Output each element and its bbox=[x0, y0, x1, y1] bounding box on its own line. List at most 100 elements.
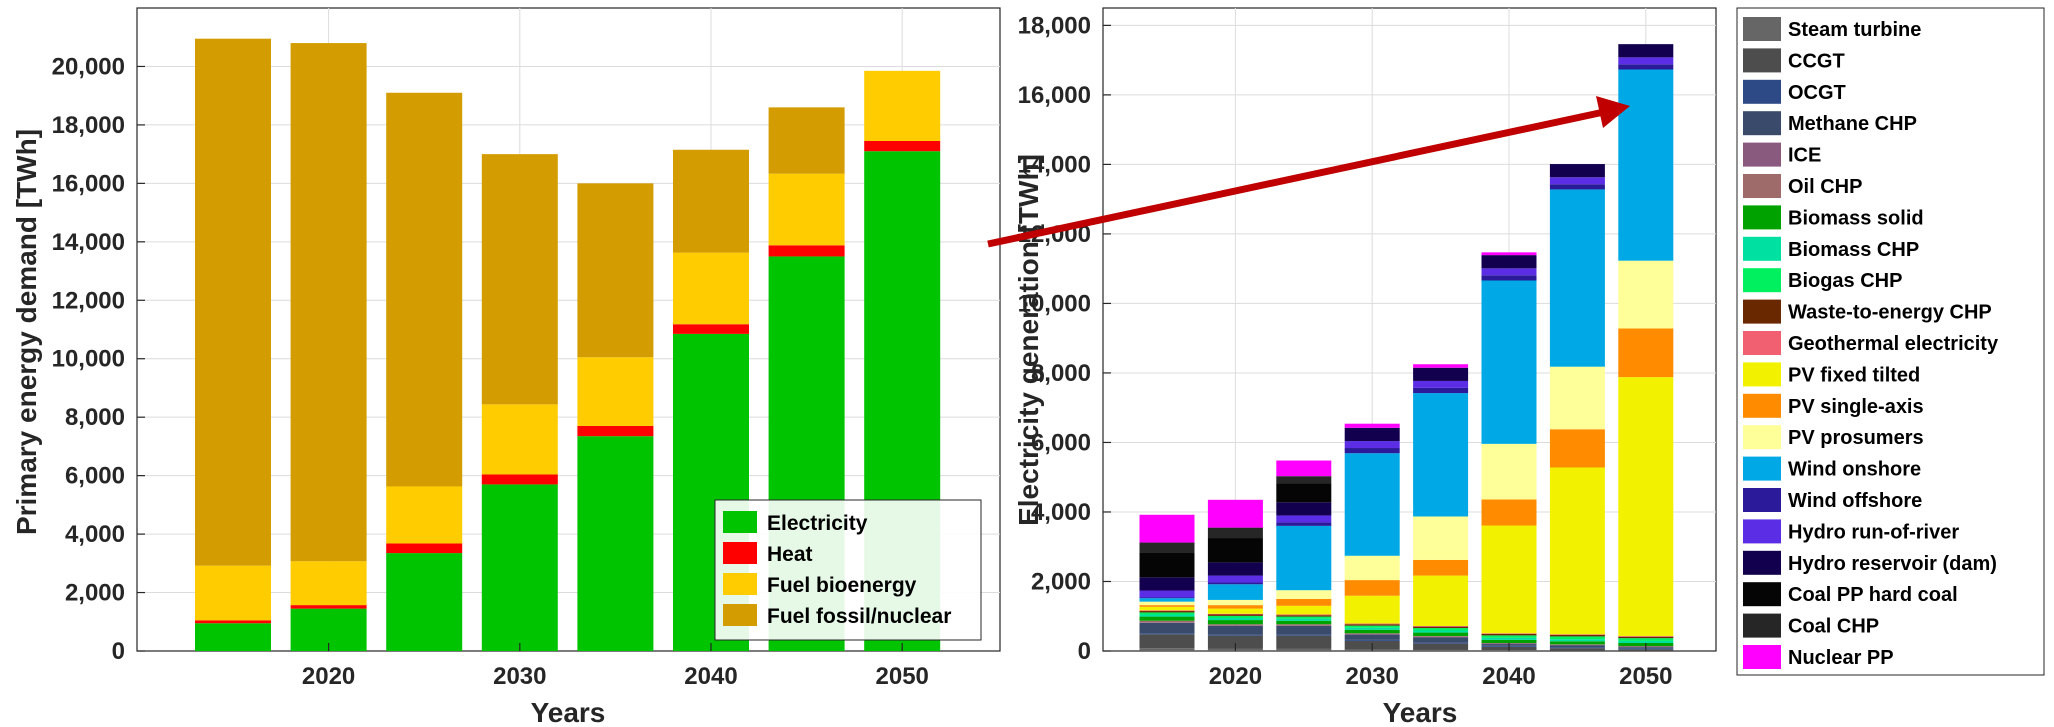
bar-segment bbox=[1413, 637, 1469, 643]
bar-segment bbox=[1549, 634, 1605, 636]
y-tick-label: 2,000 bbox=[65, 580, 125, 607]
y-tick-label: 16,000 bbox=[1018, 82, 1091, 109]
y-tick-label: 4,000 bbox=[65, 521, 125, 548]
bar-segment bbox=[1276, 522, 1332, 526]
bar-segment bbox=[1207, 625, 1263, 635]
bar-segment bbox=[673, 324, 749, 334]
x-tick-label: 2050 bbox=[876, 663, 929, 690]
bar-segment bbox=[1618, 44, 1674, 58]
bar-segment bbox=[1276, 616, 1332, 619]
legend-label: Waste-to-energy CHP bbox=[1788, 302, 1992, 324]
bar-segment bbox=[1549, 636, 1605, 640]
bar-segment bbox=[1618, 260, 1674, 329]
legend-swatch bbox=[723, 542, 757, 564]
bar-segment bbox=[1549, 164, 1605, 178]
bar-segment bbox=[1618, 64, 1674, 70]
bar-segment bbox=[1207, 527, 1263, 539]
bar-segment bbox=[1276, 615, 1332, 617]
bar-segment bbox=[1207, 582, 1263, 585]
bar-segment bbox=[1413, 630, 1469, 633]
legend-swatch bbox=[1743, 645, 1781, 669]
bar-segment bbox=[195, 620, 271, 624]
y-tick-label: 6,000 bbox=[65, 463, 125, 490]
legend-swatch bbox=[1743, 299, 1781, 324]
bar-segment bbox=[1481, 633, 1537, 634]
bar-segment bbox=[1344, 633, 1400, 634]
legend-swatch bbox=[1743, 174, 1781, 198]
y-axis-label-right: Electricity generation [TWh] bbox=[1013, 154, 1044, 526]
x-tick-label: 2050 bbox=[1619, 663, 1672, 690]
bar-segment bbox=[864, 140, 941, 152]
legend-swatch bbox=[1743, 456, 1781, 481]
bar-segment bbox=[1549, 177, 1605, 185]
bar-segment bbox=[1549, 366, 1605, 430]
bar-segment bbox=[1207, 615, 1263, 618]
bar-segment bbox=[1276, 618, 1332, 621]
bar-segment bbox=[1344, 627, 1400, 630]
bar-segment bbox=[1413, 367, 1469, 381]
bar-segment bbox=[1481, 443, 1537, 500]
bar-segment bbox=[1139, 514, 1195, 543]
bar-segment bbox=[1139, 622, 1195, 623]
bar-segment bbox=[1139, 552, 1195, 578]
y-tick-label: 2,000 bbox=[1031, 568, 1091, 595]
bar-segment bbox=[577, 183, 654, 358]
bar-segment bbox=[1139, 597, 1195, 599]
y-tick-label: 12,000 bbox=[52, 287, 125, 314]
legend-label: Wind onshore bbox=[1788, 459, 1921, 481]
bar-segment bbox=[481, 404, 558, 475]
y-tick-label: 14,000 bbox=[52, 229, 125, 256]
bar-segment bbox=[1276, 614, 1332, 616]
bar-segment bbox=[1139, 577, 1195, 591]
bar-segment bbox=[577, 357, 654, 426]
bar-segment bbox=[1549, 647, 1605, 649]
legend-swatch bbox=[1743, 362, 1781, 387]
x-tick-label: 2020 bbox=[302, 663, 355, 690]
bar-segment bbox=[1139, 605, 1195, 607]
bar-segment bbox=[1276, 635, 1332, 649]
bar-segment bbox=[1276, 620, 1332, 625]
bar-segment bbox=[386, 486, 463, 544]
legend-label: Methane CHP bbox=[1788, 113, 1917, 135]
bar-segment bbox=[1549, 641, 1605, 645]
bar-segment bbox=[1413, 636, 1469, 638]
legend-label: Electricity bbox=[767, 512, 868, 535]
bar-segment bbox=[290, 605, 367, 609]
legend-swatch bbox=[1743, 236, 1781, 261]
bar-segment bbox=[1344, 623, 1400, 625]
x-tick-label: 2020 bbox=[1209, 663, 1262, 690]
bar-segment bbox=[1618, 328, 1674, 378]
y-tick-label: 0 bbox=[1078, 638, 1091, 665]
bar-segment bbox=[1549, 644, 1605, 646]
y-ticks-right: 02,0004,0006,0008,00010,00012,00014,0001… bbox=[1018, 12, 1111, 665]
y-tick-label: 0 bbox=[112, 638, 125, 665]
bar-segment bbox=[1413, 643, 1469, 650]
y-axis-label-left: Primary energy demand [TWh] bbox=[11, 129, 42, 535]
bar-segment bbox=[1549, 189, 1605, 367]
bar-segment bbox=[1207, 499, 1263, 528]
x-axis-label-left: Years bbox=[531, 697, 606, 727]
trend-arrow bbox=[987, 96, 1630, 248]
bar-segment bbox=[1344, 448, 1400, 454]
bar-segment bbox=[1413, 559, 1469, 576]
legend-label: PV prosumers bbox=[1788, 427, 1924, 449]
bar-segment bbox=[1207, 608, 1263, 614]
legend-swatch bbox=[723, 573, 757, 595]
bar-segment bbox=[195, 38, 271, 566]
bar-segment bbox=[1344, 453, 1400, 556]
bar-segment bbox=[768, 245, 845, 257]
bar-segment bbox=[1276, 624, 1332, 626]
bar-segment bbox=[1344, 633, 1400, 635]
bar-segment bbox=[386, 92, 463, 487]
bar-segment bbox=[1481, 255, 1537, 269]
legend-label: Coal PP hard coal bbox=[1788, 584, 1958, 606]
bar-segment bbox=[1207, 575, 1263, 583]
bar-segment bbox=[1549, 639, 1605, 642]
y-tick-label: 14,000 bbox=[1018, 151, 1091, 178]
legend-label: Oil CHP bbox=[1788, 176, 1862, 198]
legend-label: Geothermal electricity bbox=[1788, 333, 1999, 355]
legend-swatch bbox=[1743, 17, 1781, 41]
bar-segment bbox=[1207, 617, 1263, 621]
legend-swatch bbox=[1743, 550, 1781, 575]
x-tick-label: 2030 bbox=[493, 663, 546, 690]
